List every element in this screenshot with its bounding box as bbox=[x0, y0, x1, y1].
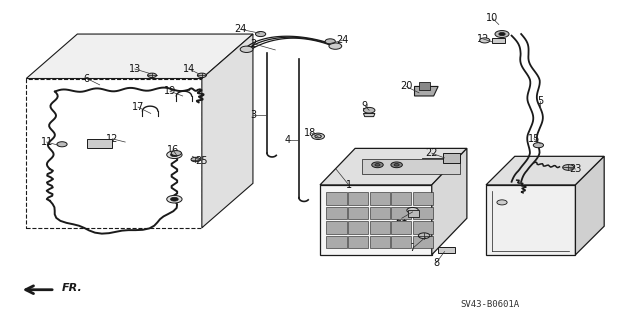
Text: 8: 8 bbox=[433, 258, 439, 268]
Circle shape bbox=[495, 31, 509, 38]
Text: 5: 5 bbox=[537, 96, 543, 106]
Text: 9: 9 bbox=[362, 100, 368, 110]
Circle shape bbox=[167, 196, 182, 203]
Polygon shape bbox=[348, 207, 368, 219]
Circle shape bbox=[171, 153, 178, 157]
Polygon shape bbox=[413, 236, 433, 249]
Circle shape bbox=[167, 151, 182, 159]
Circle shape bbox=[148, 73, 157, 78]
Circle shape bbox=[372, 162, 383, 168]
Circle shape bbox=[407, 207, 419, 213]
Circle shape bbox=[329, 43, 342, 49]
Polygon shape bbox=[438, 247, 456, 253]
Polygon shape bbox=[413, 192, 433, 204]
Text: 14: 14 bbox=[183, 64, 195, 74]
Polygon shape bbox=[26, 34, 253, 78]
Circle shape bbox=[533, 143, 543, 148]
Text: 7: 7 bbox=[410, 243, 416, 253]
Text: 11: 11 bbox=[40, 137, 52, 147]
Circle shape bbox=[375, 164, 380, 166]
Circle shape bbox=[197, 73, 206, 78]
Circle shape bbox=[479, 38, 490, 43]
Circle shape bbox=[419, 233, 430, 239]
Polygon shape bbox=[391, 236, 412, 249]
Circle shape bbox=[325, 39, 335, 44]
Text: 17: 17 bbox=[132, 102, 144, 112]
Polygon shape bbox=[486, 156, 604, 185]
Circle shape bbox=[499, 33, 505, 36]
Text: FR.: FR. bbox=[61, 283, 82, 293]
Text: 24: 24 bbox=[234, 24, 246, 34]
Polygon shape bbox=[348, 236, 368, 249]
Polygon shape bbox=[432, 148, 467, 255]
Polygon shape bbox=[413, 207, 433, 219]
Polygon shape bbox=[443, 153, 461, 163]
Polygon shape bbox=[369, 207, 390, 219]
Text: 24: 24 bbox=[336, 35, 349, 45]
Circle shape bbox=[563, 165, 574, 170]
Circle shape bbox=[171, 197, 178, 201]
Circle shape bbox=[255, 32, 266, 37]
Text: 1: 1 bbox=[346, 180, 352, 190]
Circle shape bbox=[391, 162, 403, 168]
Polygon shape bbox=[362, 160, 461, 174]
Polygon shape bbox=[202, 34, 253, 228]
Circle shape bbox=[394, 164, 399, 166]
Polygon shape bbox=[391, 192, 412, 204]
Text: 16: 16 bbox=[167, 145, 179, 155]
Circle shape bbox=[191, 157, 200, 162]
Circle shape bbox=[240, 46, 253, 52]
Polygon shape bbox=[391, 221, 412, 234]
Text: 21: 21 bbox=[396, 213, 408, 223]
Text: 15: 15 bbox=[528, 134, 540, 144]
Polygon shape bbox=[320, 148, 467, 185]
Circle shape bbox=[172, 151, 181, 156]
Text: 10: 10 bbox=[486, 13, 499, 23]
Polygon shape bbox=[575, 156, 604, 255]
Polygon shape bbox=[408, 210, 419, 217]
Text: 6: 6 bbox=[84, 73, 90, 84]
Text: 3: 3 bbox=[250, 110, 256, 120]
Polygon shape bbox=[87, 139, 113, 148]
Polygon shape bbox=[413, 221, 433, 234]
Circle shape bbox=[57, 142, 67, 147]
Text: 23: 23 bbox=[569, 164, 582, 174]
Polygon shape bbox=[326, 236, 347, 249]
Polygon shape bbox=[391, 207, 412, 219]
Polygon shape bbox=[369, 236, 390, 249]
Text: 19: 19 bbox=[164, 86, 176, 96]
Polygon shape bbox=[348, 192, 368, 204]
Polygon shape bbox=[415, 86, 438, 96]
Polygon shape bbox=[492, 38, 505, 43]
Text: 22: 22 bbox=[426, 148, 438, 158]
Polygon shape bbox=[369, 192, 390, 204]
Circle shape bbox=[312, 133, 324, 139]
Text: 20: 20 bbox=[400, 81, 412, 92]
Circle shape bbox=[364, 108, 375, 113]
Text: SV43-B0601A: SV43-B0601A bbox=[461, 300, 520, 309]
Text: 18: 18 bbox=[304, 128, 317, 137]
Polygon shape bbox=[320, 185, 432, 255]
Polygon shape bbox=[326, 207, 347, 219]
Text: 12: 12 bbox=[106, 134, 118, 144]
Circle shape bbox=[497, 200, 507, 205]
Polygon shape bbox=[364, 114, 375, 117]
Polygon shape bbox=[348, 221, 368, 234]
Polygon shape bbox=[369, 221, 390, 234]
Text: 12: 12 bbox=[477, 34, 489, 44]
Polygon shape bbox=[326, 192, 347, 204]
Polygon shape bbox=[486, 185, 575, 255]
Text: 25: 25 bbox=[196, 156, 208, 166]
Polygon shape bbox=[419, 82, 430, 90]
Polygon shape bbox=[326, 221, 347, 234]
Text: 2: 2 bbox=[250, 39, 256, 48]
Text: 4: 4 bbox=[285, 136, 291, 145]
Text: 13: 13 bbox=[129, 64, 141, 74]
